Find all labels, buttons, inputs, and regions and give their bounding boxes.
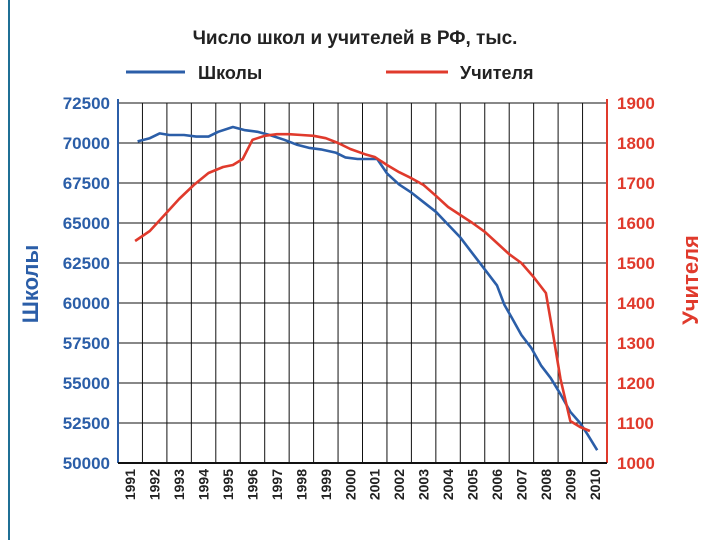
y-left-tick-label: 55000 [63, 374, 110, 393]
y-right-tick-label: 1500 [617, 254, 655, 273]
y-left-tick-label: 72500 [63, 94, 110, 113]
x-tick-label: 1999 [318, 469, 334, 500]
y-axis-left-ticks: 72500 70000 67500 65000 62500 60000 57500 55000… [63, 94, 110, 473]
series-line-teachers [134, 132, 591, 433]
y-axis-right-ticks: 1900 1800 1700 1600 1500 1400 1300 1200 1100 1000 [617, 94, 655, 473]
x-tick-label: 1991 [122, 469, 138, 500]
y-right-tick-label: 1300 [617, 334, 655, 353]
y-right-tick-label: 1100 [617, 414, 654, 433]
y-left-tick-label: 62500 [63, 254, 110, 273]
x-tick-label: 2001 [367, 469, 383, 500]
legend: Школы Учителя [126, 63, 533, 83]
legend-label-schools: Школы [198, 63, 262, 83]
x-tick-label: 2005 [465, 469, 481, 500]
y-axis-right-title: Учителя [678, 235, 703, 325]
y-left-tick-label: 52500 [63, 414, 110, 433]
x-tick-label: 2009 [562, 469, 578, 500]
y-left-tick-label: 67500 [63, 174, 110, 193]
x-tick-label: 2010 [587, 469, 603, 500]
x-tick-label: 2007 [513, 469, 529, 500]
y-right-tick-label: 1700 [617, 174, 655, 193]
x-tick-label: 1997 [269, 469, 285, 500]
y-right-tick-label: 1900 [617, 94, 655, 113]
x-tick-label: 1994 [196, 469, 212, 500]
series-line-schools [137, 125, 599, 451]
x-tick-label: 1998 [293, 469, 309, 500]
y-axis-left-title: Школы [18, 245, 43, 323]
x-tick-label: 2004 [440, 469, 456, 500]
series [134, 125, 599, 451]
x-tick-label: 2006 [489, 469, 505, 500]
x-tick-label: 1992 [147, 469, 163, 500]
y-right-tick-label: 1800 [617, 134, 655, 153]
x-tick-label: 2003 [416, 469, 432, 500]
y-left-tick-label: 50000 [63, 454, 110, 473]
y-right-tick-label: 1600 [617, 214, 655, 233]
grid [117, 99, 608, 464]
x-tick-label: 1993 [171, 469, 187, 500]
y-right-tick-label: 1400 [617, 294, 655, 313]
slide-left-border [8, 0, 10, 540]
x-tick-label: 1996 [244, 469, 260, 500]
y-left-tick-label: 70000 [63, 134, 110, 153]
y-left-tick-label: 60000 [63, 294, 110, 313]
x-tick-label: 1995 [220, 469, 236, 500]
y-right-tick-label: 1200 [617, 374, 655, 393]
x-axis-ticks: 1991 1992 1993 1994 1995 1996 1997 1998 1999 2000… [122, 469, 603, 500]
x-tick-label: 2000 [342, 469, 358, 500]
legend-label-teachers: Учителя [460, 63, 533, 83]
x-tick-label: 2002 [391, 469, 407, 500]
y-left-tick-label: 65000 [63, 214, 110, 233]
y-left-tick-label: 57500 [63, 334, 110, 353]
chart-title: Число школ и учителей в РФ, тыс. [193, 28, 518, 49]
x-tick-label: 2008 [538, 469, 554, 500]
y-right-tick-label: 1000 [617, 454, 655, 473]
